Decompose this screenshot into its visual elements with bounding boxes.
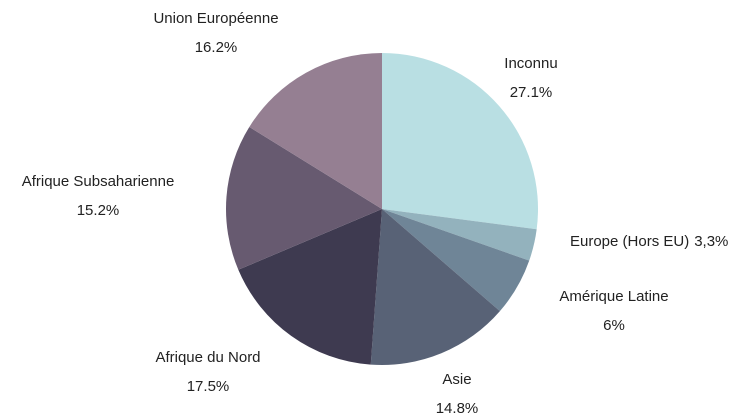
pie-slice [370, 209, 500, 365]
value-label: 15.2% [77, 202, 120, 219]
pie-slice [225, 126, 382, 270]
value-label: 17.5% [187, 378, 230, 395]
category-label: Afrique Subsaharienne [22, 173, 175, 190]
category-label: Inconnu [504, 55, 557, 72]
value-label: 6% [603, 317, 625, 334]
value-label: 27.1% [510, 84, 553, 101]
value-label: 3,3% [694, 233, 728, 250]
pie-slice [249, 53, 382, 209]
value-label: 16.2% [195, 39, 238, 56]
value-label: 14.8% [436, 400, 479, 417]
slice-label: Europe (Hors EU) 3,3% [570, 233, 728, 250]
category-label: Amérique Latine [559, 288, 668, 305]
category-label: Union Européenne [153, 10, 278, 27]
pie-slice [382, 53, 538, 230]
category-label: Afrique du Nord [155, 349, 260, 366]
pie-slice [382, 209, 530, 312]
category-label: Asie [442, 371, 471, 388]
pie-slice [238, 209, 382, 365]
pie-slice [382, 209, 537, 261]
category-label: Europe (Hors EU) [570, 233, 689, 250]
